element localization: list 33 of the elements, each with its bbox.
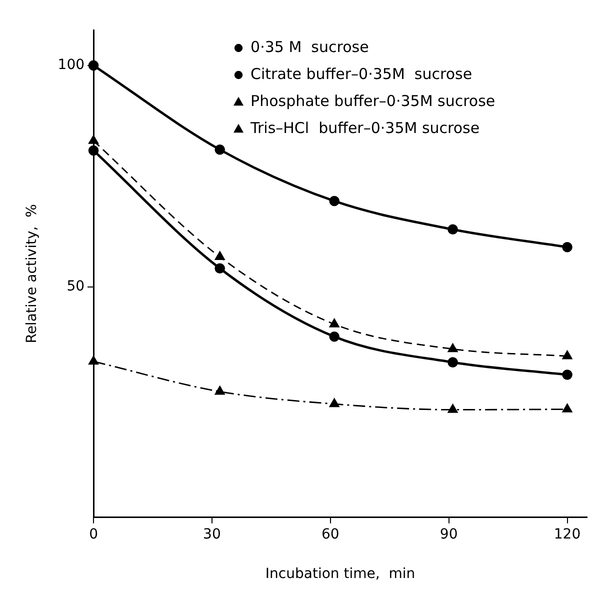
point	[214, 144, 225, 155]
point	[329, 318, 340, 328]
point	[329, 196, 340, 206]
point	[88, 145, 99, 156]
point	[448, 357, 458, 368]
legend-label: 0·35 M sucrose	[250, 38, 369, 56]
legend-label: Tris–HCl buffer–0·35M sucrose	[250, 118, 480, 137]
point	[448, 343, 458, 352]
x-tick-label: 30	[203, 526, 221, 542]
point	[562, 350, 572, 360]
point	[329, 398, 340, 408]
point	[562, 370, 572, 380]
x-tick-label: 90	[440, 526, 458, 542]
legend-label: Phosphate buffer–0·35M sucrose	[250, 92, 496, 110]
point	[88, 135, 98, 144]
point	[214, 263, 225, 274]
point	[214, 386, 225, 395]
point	[88, 356, 98, 365]
x-tick-label: 60	[321, 526, 340, 542]
x-tick-label: 120	[554, 526, 581, 542]
x-axis-title: Incubation time, min	[265, 566, 416, 582]
x-tick-label: 0	[89, 526, 98, 542]
y-tick-label: 50	[66, 278, 85, 295]
legend-label: Citrate buffer–0·35M sucrose	[250, 64, 472, 83]
point	[329, 331, 340, 342]
point	[562, 404, 572, 412]
y-axis-title: Relative activity, %	[24, 204, 40, 344]
y-tick-label: 100	[58, 57, 85, 74]
point	[88, 60, 99, 71]
point	[448, 224, 458, 235]
point	[214, 251, 225, 260]
point	[448, 404, 458, 413]
point	[562, 242, 572, 252]
